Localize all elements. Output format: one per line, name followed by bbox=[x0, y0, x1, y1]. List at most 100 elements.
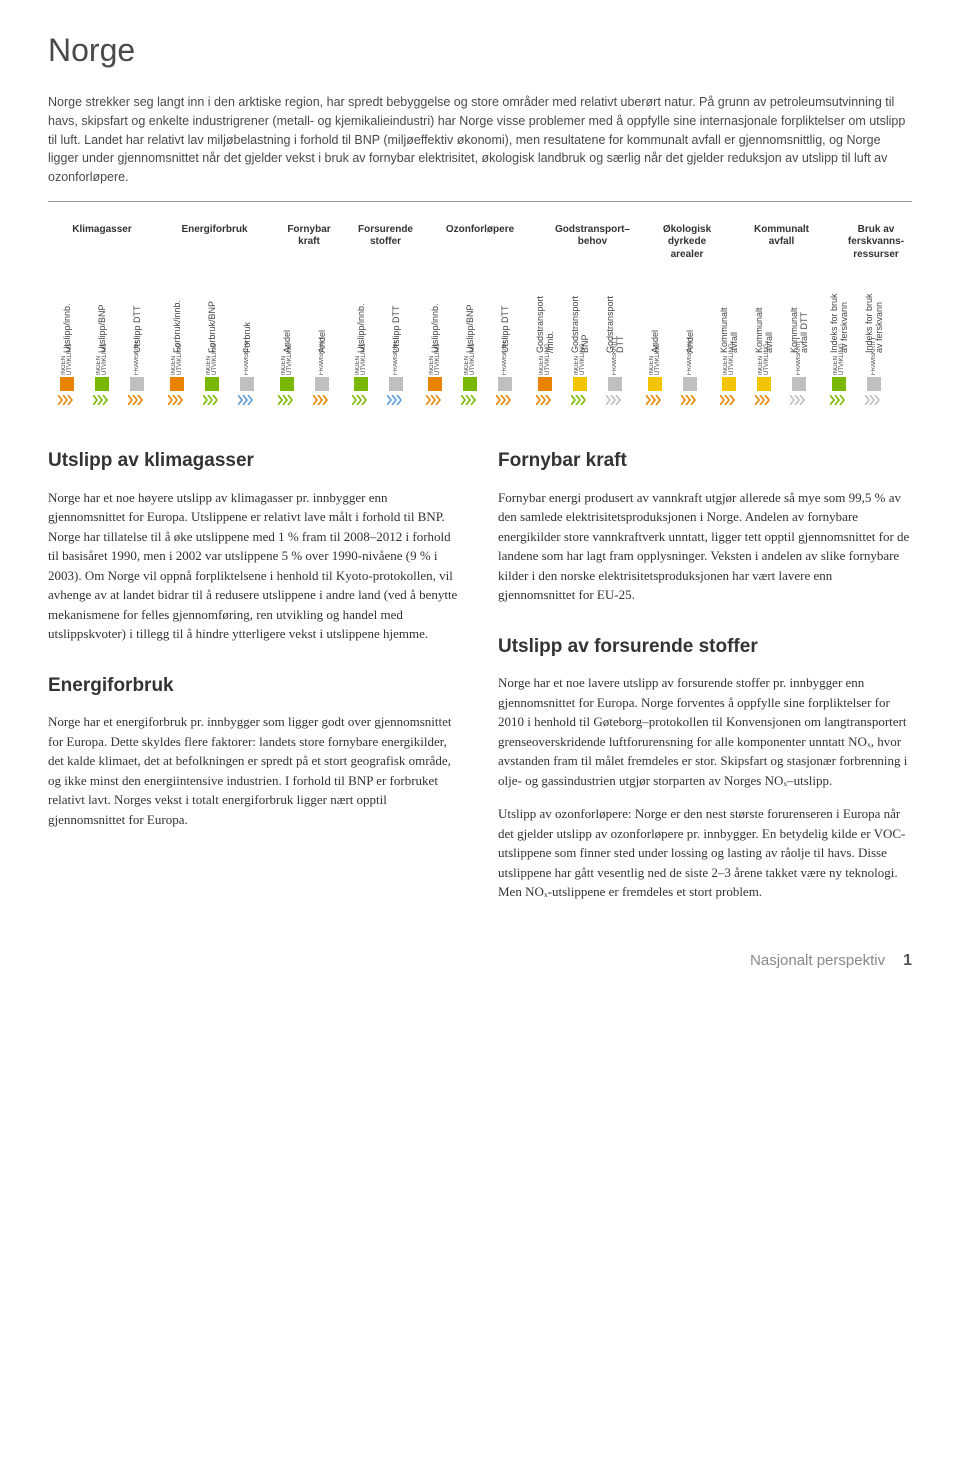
indicator-group-header: Fornybarkraft bbox=[273, 224, 345, 262]
indicator-marker-row: INGENUTVIKLING bbox=[355, 353, 367, 375]
indicator-column: Utslipp/innb.INGENUTVIKLING bbox=[344, 271, 377, 407]
chevron-icon bbox=[352, 393, 370, 407]
indicator-status-label: INGENUTVIKLING bbox=[281, 335, 293, 375]
indicator-status-label: INGENUTVIKLING bbox=[833, 335, 845, 375]
footer-label: Nasjonalt perspektiv bbox=[750, 952, 885, 969]
indicator-marker-row: FRAMSKRITT bbox=[687, 353, 693, 375]
indicator-status-box bbox=[498, 377, 512, 391]
indicator-marker-row: INGENUTVIKLING bbox=[574, 353, 586, 375]
indicator-group-header: Forsurendestoffer bbox=[350, 224, 422, 262]
indicator-marker-row: INGENUTVIKLING bbox=[96, 353, 108, 375]
indicator-status-box bbox=[389, 377, 403, 391]
chevron-icon bbox=[278, 393, 296, 407]
chevron-icon bbox=[865, 393, 883, 407]
indicator-status-box bbox=[354, 377, 368, 391]
indicator-status-label: INGENUTVIKLING bbox=[539, 335, 551, 375]
indicator-status-label: INGENUTVIKLING bbox=[171, 335, 183, 375]
section-heading: Energiforbruk bbox=[48, 672, 462, 701]
indicator-group: Utslipp/innb.INGENUTVIKLINGUtslipp/BNPIN… bbox=[48, 271, 156, 407]
chevron-icon bbox=[387, 393, 405, 407]
indicator-column: Utslipp/BNPINGENUTVIKLING bbox=[454, 271, 487, 407]
indicator-status-box bbox=[757, 377, 771, 391]
indicator-group-header: Kommunaltavfall bbox=[728, 224, 836, 262]
section-paragraph: Utslipp av ozonforløpere: Norge er den n… bbox=[498, 804, 912, 902]
chevron-icon bbox=[203, 393, 221, 407]
indicator-column: Utslipp DTTFRAMSKRITT bbox=[121, 271, 154, 407]
indicator-group: KommunaltavfallINGENUTVIKLING Kommunaltav… bbox=[710, 271, 818, 407]
indicator-column: Indeks for brukav ferskvannINGENUTVIKLIN… bbox=[822, 271, 855, 407]
indicator-status-label: INGENUTVIKLING bbox=[758, 335, 770, 375]
indicator-table: KlimagasserEnergiforbrukFornybarkraftFor… bbox=[48, 224, 912, 408]
chevron-icon bbox=[128, 393, 146, 407]
indicator-status-label: INGENUTVIKLING bbox=[649, 335, 661, 375]
indicator-column: Utslipp/BNPINGENUTVIKLING bbox=[86, 271, 119, 407]
indicator-marker-row: INGENUTVIKLING bbox=[281, 353, 293, 375]
indicator-status-box bbox=[463, 377, 477, 391]
indicator-status-box bbox=[280, 377, 294, 391]
indicator-status-label: INGENUTVIKLING bbox=[355, 335, 367, 375]
indicator-status-box bbox=[170, 377, 184, 391]
chevron-icon bbox=[58, 393, 76, 407]
indicator-marker-row: INGENUTVIKLING bbox=[61, 353, 73, 375]
chevron-icon bbox=[313, 393, 331, 407]
section-paragraph: Norge har et energiforbruk pr. innbygger… bbox=[48, 712, 462, 829]
indicator-marker-row: INGENUTVIKLING bbox=[723, 353, 735, 375]
indicator-status-box bbox=[722, 377, 736, 391]
indicator-status-box bbox=[95, 377, 109, 391]
indicator-marker-row: FRAMSKRITT bbox=[244, 353, 250, 375]
indicator-marker-row: FRAMSKRITT bbox=[134, 353, 140, 375]
indicator-column: Kommunaltavfall DTTFRAMSKRITT bbox=[783, 271, 816, 407]
indicator-marker-row: FRAMSKRITT bbox=[612, 353, 618, 375]
indicator-status-box bbox=[792, 377, 806, 391]
indicator-marker-row: INGENUTVIKLING bbox=[464, 353, 476, 375]
indicator-marker-row: FRAMSKRITT bbox=[393, 353, 399, 375]
indicator-status-box bbox=[867, 377, 881, 391]
indicator-marker-row: INGENUTVIKLING bbox=[429, 353, 441, 375]
footer-page-number: 1 bbox=[903, 952, 912, 970]
indicator-group: Forbruk/innb.INGENUTVIKLINGForbruk/BNPIN… bbox=[158, 271, 266, 407]
indicator-status-box bbox=[240, 377, 254, 391]
indicator-column: ForbrukFRAMSKRITT bbox=[231, 271, 264, 407]
indicator-marker-row: FRAMSKRITT bbox=[796, 353, 802, 375]
chevron-icon bbox=[496, 393, 514, 407]
section-paragraph: Norge har et noe lavere utslipp av forsu… bbox=[498, 673, 912, 790]
indicator-marker-row: INGENUTVIKLING bbox=[171, 353, 183, 375]
indicator-group: Utslipp/innb.INGENUTVIKLINGUtslipp/BNPIN… bbox=[416, 271, 524, 407]
page-footer: Nasjonalt perspektiv 1 bbox=[48, 952, 912, 970]
chevron-icon bbox=[571, 393, 589, 407]
indicator-group-header: Økologiskdyrkedearealer bbox=[651, 224, 723, 262]
body-columns: Utslipp av klimagasserNorge har et noe h… bbox=[48, 443, 912, 916]
indicator-column: Utslipp DTTFRAMSKRITT bbox=[379, 271, 412, 407]
indicator-marker-row: INGENUTVIKLING bbox=[206, 353, 218, 375]
page-title: Norge bbox=[48, 32, 912, 69]
indicator-column: Forbruk/BNPINGENUTVIKLING bbox=[196, 271, 229, 407]
indicator-status-label: INGENUTVIKLING bbox=[61, 335, 73, 375]
indicator-status-label: FRAMSKRITT bbox=[871, 335, 877, 375]
indicator-column: Forbruk/innb.INGENUTVIKLING bbox=[161, 271, 194, 407]
indicator-marker-row: INGENUTVIKLING bbox=[833, 353, 845, 375]
indicator-column: AndelINGENUTVIKLING bbox=[270, 271, 303, 407]
section-heading: Fornybar kraft bbox=[498, 447, 912, 476]
section-heading: Utslipp av klimagasser bbox=[48, 447, 462, 476]
indicator-status-label: INGENUTVIKLING bbox=[206, 335, 218, 375]
indicator-status-box bbox=[538, 377, 552, 391]
indicator-status-box bbox=[315, 377, 329, 391]
indicator-marker-row: FRAMSKRITT bbox=[871, 353, 877, 375]
indicator-status-label: INGENUTVIKLING bbox=[464, 335, 476, 375]
chevron-icon bbox=[830, 393, 848, 407]
indicator-status-box bbox=[832, 377, 846, 391]
indicator-column: AndelFRAMSKRITT bbox=[673, 271, 706, 407]
indicator-status-label: FRAMSKRITT bbox=[244, 335, 250, 375]
indicator-column: Utslipp/innb.INGENUTVIKLING bbox=[419, 271, 452, 407]
chevron-icon bbox=[681, 393, 699, 407]
indicator-status-label: INGENUTVIKLING bbox=[429, 335, 441, 375]
chevron-icon bbox=[168, 393, 186, 407]
indicator-group: Utslipp/innb.INGENUTVIKLINGUtslipp DTTFR… bbox=[342, 271, 414, 407]
section-paragraph: Fornybar energi produsert av vannkraft u… bbox=[498, 488, 912, 605]
indicator-status-label: FRAMSKRITT bbox=[687, 335, 693, 375]
indicator-status-box bbox=[573, 377, 587, 391]
indicator-column: KommunaltavfallINGENUTVIKLING bbox=[713, 271, 746, 407]
chevron-icon bbox=[93, 393, 111, 407]
indicator-marker-row: INGENUTVIKLING bbox=[758, 353, 770, 375]
indicator-group: AndelINGENUTVIKLINGAndelFRAMSKRITT bbox=[268, 271, 340, 407]
